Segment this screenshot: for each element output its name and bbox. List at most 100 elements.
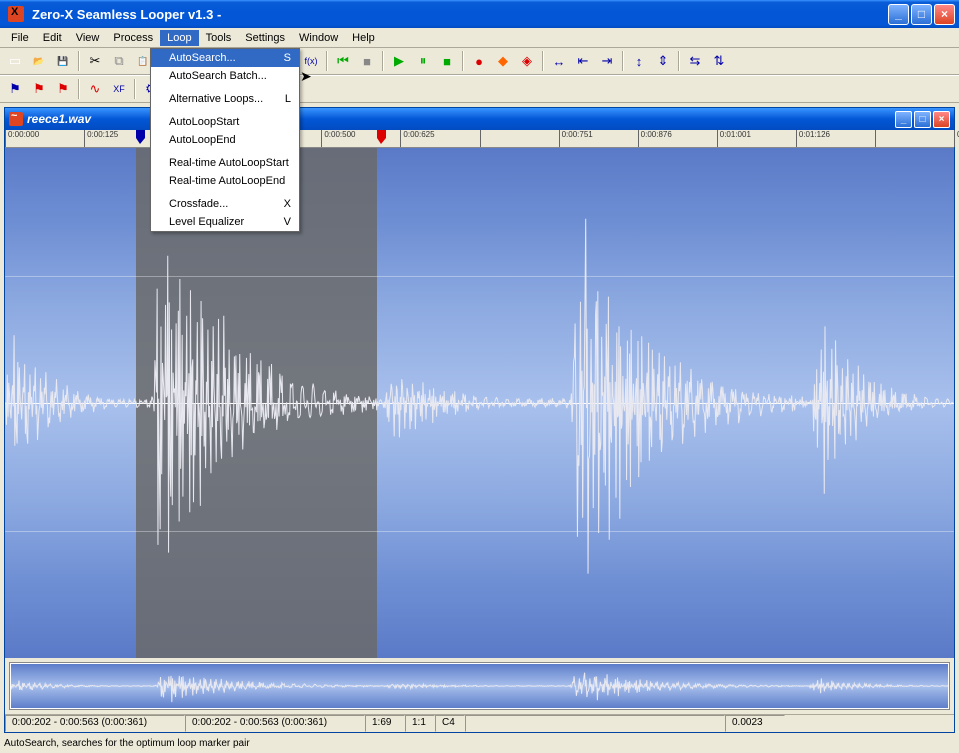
fit-v-button[interactable]: ⇅ [708, 50, 730, 72]
copy-button[interactable]: ⧉ [108, 50, 130, 72]
document-window: reece1.wav _ □ × 0:00:0000:00:1250:00:37… [4, 107, 955, 733]
maximize-button[interactable]: □ [911, 4, 932, 25]
ruler-tick: 0:00:500 [321, 130, 355, 147]
menu-item-real-time-autoloopend[interactable]: Real-time AutoLoopEnd [151, 172, 299, 190]
ruler-tick: 0:01:126 [796, 130, 830, 147]
ruler-tick: 0:00:876 [638, 130, 672, 147]
overview-selection[interactable] [10, 663, 949, 709]
menu-settings[interactable]: Settings [238, 30, 292, 46]
menu-item-real-time-autoloopstart[interactable]: Real-time AutoLoopStart [151, 154, 299, 172]
record-button[interactable]: ● [468, 50, 490, 72]
menu-edit[interactable]: Edit [36, 30, 69, 46]
close-button[interactable]: × [934, 4, 955, 25]
rec3-button[interactable]: ◈ [516, 50, 538, 72]
menu-separator [153, 87, 297, 88]
menu-separator [153, 192, 297, 193]
rewind-button[interactable]: ⏮ [332, 50, 354, 72]
menu-separator [153, 151, 297, 152]
status-message: AutoSearch, searches for the optimum loo… [0, 737, 959, 753]
doc-minimize-button[interactable]: _ [895, 111, 912, 128]
xf-button[interactable]: XF [108, 78, 130, 100]
toolbar-separator [678, 51, 680, 71]
ruler-tick: 0:01:001 [717, 130, 751, 147]
save-button[interactable]: 💾 [52, 50, 74, 72]
document-icon [9, 112, 23, 126]
toolbar-separator [462, 51, 464, 71]
loop-dropdown: AutoSearch...SAutoSearch Batch... Alterna… [150, 48, 300, 232]
menu-process[interactable]: Process [106, 30, 160, 46]
pause-button[interactable]: ⏸ [412, 50, 434, 72]
stop-button[interactable]: ■ [436, 50, 458, 72]
status-cell-2: 1:69 [365, 715, 405, 732]
open-button[interactable]: 📂 [28, 50, 50, 72]
rec2-button[interactable]: ◆ [492, 50, 514, 72]
menu-item-autosearch-[interactable]: AutoSearch...S [151, 49, 299, 67]
ruler-tick [480, 130, 483, 147]
toolbar-separator [78, 79, 80, 99]
flag-blue-button[interactable]: ⚑ [4, 78, 26, 100]
waveform-display[interactable] [5, 148, 954, 658]
menu-item-autoloopstart[interactable]: AutoLoopStart [151, 113, 299, 131]
status-cell-6: 0.0023 [725, 715, 785, 732]
flag-red1-button[interactable]: ⚑ [28, 78, 50, 100]
menu-window[interactable]: Window [292, 30, 345, 46]
loop-start-marker[interactable] [136, 130, 145, 144]
ruler-tick: 0:00:751 [559, 130, 593, 147]
menu-item-level-equalizer[interactable]: Level EqualizerV [151, 213, 299, 231]
menu-item-crossfade-[interactable]: Crossfade...X [151, 195, 299, 213]
toolbar-secondary: ⚑⚑⚑∿XF⚙ [0, 75, 959, 103]
fit-h-button[interactable]: ⇆ [684, 50, 706, 72]
status-cell-3: 1:1 [405, 715, 435, 732]
toolbar-separator [382, 51, 384, 71]
menu-loop[interactable]: Loop [160, 30, 198, 46]
menu-file[interactable]: File [4, 30, 36, 46]
app-icon [8, 6, 24, 22]
h-expand-button[interactable]: ↔ [548, 50, 570, 72]
ruler-tick: 0:00:125 [84, 130, 118, 147]
menubar: FileEditViewProcessLoopToolsSettingsWind… [0, 28, 959, 48]
toolbar-separator [134, 79, 136, 99]
toolbar-separator [622, 51, 624, 71]
cursor-icon: ➤ [300, 68, 312, 85]
status-cell-5 [465, 715, 725, 732]
new-button[interactable]: ▭ [4, 50, 26, 72]
doc-close-button[interactable]: × [933, 111, 950, 128]
wave-red-button[interactable]: ∿ [84, 78, 106, 100]
ruler-tick: 0:00:625 [400, 130, 434, 147]
time-ruler[interactable]: 0:00:0000:00:1250:00:3750:00:5000:00:625… [5, 130, 954, 148]
play-button[interactable]: ▶ [388, 50, 410, 72]
main-titlebar: Zero-X Seamless Looper v1.3 - _ □ × [0, 0, 959, 28]
h-left-button[interactable]: ⇤ [572, 50, 594, 72]
status-cell-4: C4 [435, 715, 465, 732]
status-cell-0: 0:00:202 - 0:00:563 (0:00:361) [5, 715, 185, 732]
window-buttons: _ □ × [888, 4, 955, 25]
menu-item-autoloopend[interactable]: AutoLoopEnd [151, 131, 299, 149]
menu-tools[interactable]: Tools [199, 30, 239, 46]
h-right-button[interactable]: ⇥ [596, 50, 618, 72]
toolbar-separator [326, 51, 328, 71]
waveform-svg [5, 148, 954, 658]
cut-button[interactable]: ✂ [84, 50, 106, 72]
ruler-tick [875, 130, 878, 147]
status-cell-1: 0:00:202 - 0:00:563 (0:00:361) [185, 715, 365, 732]
document-status-bar: 0:00:202 - 0:00:563 (0:00:361)0:00:202 -… [5, 714, 954, 732]
menu-help[interactable]: Help [345, 30, 382, 46]
minimize-button[interactable]: _ [888, 4, 909, 25]
toolbar-separator [78, 51, 80, 71]
ruler-tick: 0:00:000 [5, 130, 39, 147]
flag-red2-button[interactable]: ⚑ [52, 78, 74, 100]
toolbar-main: ▭📂💾✂⧉📋↶↷⊕▸||◂f(x)⏮■▶⏸■●◆◈↔⇤⇥↕⇕⇆⇅ [0, 48, 959, 75]
app-title: Zero-X Seamless Looper v1.3 - [28, 7, 888, 22]
menu-view[interactable]: View [69, 30, 107, 46]
v-fit-button[interactable]: ⇕ [652, 50, 674, 72]
v-expand-button[interactable]: ↕ [628, 50, 650, 72]
stop1-button[interactable]: ■ [356, 50, 378, 72]
doc-maximize-button[interactable]: □ [914, 111, 931, 128]
document-titlebar: reece1.wav _ □ × [5, 108, 954, 130]
loop-end-marker[interactable] [377, 130, 386, 144]
toolbar-separator [542, 51, 544, 71]
menu-separator [153, 110, 297, 111]
menu-item-alternative-loops-[interactable]: Alternative Loops...L [151, 90, 299, 108]
menu-item-autosearch-batch-[interactable]: AutoSearch Batch... [151, 67, 299, 85]
overview-waveform[interactable] [9, 662, 950, 710]
